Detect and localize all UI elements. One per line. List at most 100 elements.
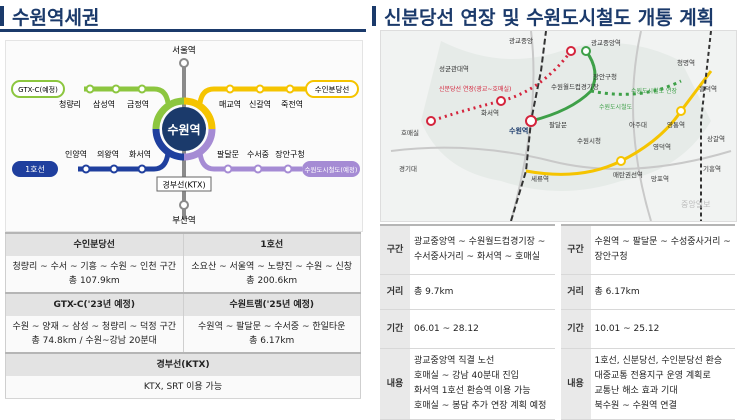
right-title: 신분당선 연장 및 수원도시철도 개통 계획 [384,7,715,29]
column-gap [554,348,561,420]
gtx-c-badge [11,80,65,98]
gyeongbu-label-box [156,176,212,192]
station-marker [566,46,576,56]
cell-line: 수원역 ~ 팔달문 ~ 수서중 ~ 한일타운 [198,322,346,332]
map-label-heungdeok: 흥덕역 [699,84,717,93]
table-row: 기간 06.01 ~ 28.12 기간 10.01 ~ 25.12 [380,309,735,349]
table-row: 거리 총 9.7km 거리 총 6.17km [380,274,735,310]
tram-badge [302,161,360,177]
right-rail [700,31,712,221]
map-label-paldal: 팔달문 [549,121,567,129]
suwon-rail-route [530,50,597,123]
station-dot [109,164,119,174]
station-marker [616,156,626,166]
station-dot [85,84,95,94]
map-label-homaesil: 호매실 [401,128,419,137]
row-key: 기간 [380,309,410,349]
gyeongbu-label: 경부선(KTX) [162,180,205,190]
row-value-suwon-rail: 10.01 ~ 25.12 [590,309,735,349]
extension-plan-map: 광교중앙 광교중앙역 성균관대역 신분당선 연장(광교~호매실) 호매실 화서역… [380,30,737,222]
station-dot [223,164,233,174]
station-dot [255,84,265,94]
row-key: 내용 [560,348,591,420]
header-accent [372,6,376,26]
station-dot [285,84,295,94]
station-dot-busan [179,200,189,210]
row-key: 내용 [380,348,410,420]
station-seoul: 서울역 [172,45,195,56]
station-label: 팔달문 [217,149,239,159]
table-header-row: 수인분당선 1호선 [5,232,361,256]
table-header-row: GTX-C('23년 예정) 수원트램('25년 예정) [5,292,361,316]
cell-line: 소요산 ~ 서울역 ~ 노량진 ~ 수원 ~ 신창 [191,262,353,272]
cell-line: 청량리 ~ 수서 ~ 기흥 ~ 수원 ~ 인천 구간 [12,262,177,272]
header-line1: 1호선 [182,232,361,256]
ring-gtx [152,97,185,130]
station-label: 의왕역 [97,149,119,159]
left-title: 수원역세권 [12,7,100,29]
station-marker [426,116,436,126]
station-label: 화서역 [129,149,151,159]
center-station-label: 수원역 [167,122,200,137]
map-label-ajou: 아주대 [629,120,647,129]
table-row: 내용 광교중앙역 직결 노선 호매실 ~ 강남 40분대 진입 화서역 1호선 … [380,348,735,420]
suwon-rail-extension-route [590,79,682,96]
content-line: 북수원 ~ 수원역 연결 [594,401,677,411]
road [632,31,652,221]
map-label-maetan: 매탄권선역 [613,170,643,179]
cell-tram: 수원역 ~ 팔달문 ~ 수서중 ~ 한일타운 총 6.17km [182,316,361,354]
content-line: 호매실 ~ 봉담 추가 연장 계획 예정 [414,401,547,411]
column-gap [554,225,561,275]
station-dot [137,164,147,174]
header-gyeongbu: 경부선(KTX) [5,352,361,376]
urban-area [421,41,711,191]
left-info-table: 수인분당선 1호선 청량리 ~ 수서 ~ 기흥 ~ 수원 ~ 인천 구간 총 10… [5,232,361,399]
cell-gtx-c: 수원 ~ 양재 ~ 삼성 ~ 청량리 ~ 덕정 구간 총 74.8km / 수원~… [5,316,184,354]
line1-line [78,152,171,172]
header-gtx-c: GTX-C('23년 예정) [5,292,184,316]
station-dot [111,84,121,94]
left-header: 수원역세권 [0,0,366,32]
station-marker [676,106,686,116]
line1-badge [12,161,58,177]
map-label-gyeonggi-univ: 경기대 [399,164,417,173]
suin-bundang-badge [305,80,359,98]
station-marker [496,96,506,106]
table-row: 청량리 ~ 수서 ~ 기흥 ~ 수원 ~ 인천 구간 총 107.9km 소요산 … [5,256,361,294]
line1-label: 1호선 [25,165,45,174]
station-label: 죽전역 [281,99,303,109]
column-gap [554,309,561,349]
center-station-circle [162,107,206,151]
header-tram: 수원트램('25년 예정) [182,292,361,316]
station-label: 신갈역 [249,99,271,109]
map-label-yeongdeok: 영덕역 [653,142,671,151]
map-label-yeongtong: 영통역 [667,120,685,129]
cell-suin-bundang: 청량리 ~ 수서 ~ 기흥 ~ 수원 ~ 인천 구간 총 107.9km [5,256,184,294]
tram-line [197,152,302,172]
map-label-gwanggyo-jungang: 광교중앙 [509,37,533,45]
gtx-c-line [84,86,171,104]
left-panel: 수원역세권 수원역 서울역 부산역 [0,0,366,410]
station-dot [81,164,91,174]
row-key: 거리 [560,274,591,310]
cell-line: 총 74.8km / 수원~강남 20분대 [31,336,157,346]
row-key: 기간 [560,309,591,349]
station-label: 장안구청 [275,149,304,159]
suin-bundang-label: 수인분당선 [315,84,350,94]
row-value-sinbundang: 총 9.7km [410,274,555,310]
row-value-suwon-rail: 수원역 ~ 팔달문 ~ 수성중사거리 ~ 장안구청 [590,224,735,275]
station-dot [253,164,263,174]
ring-tram [183,128,216,161]
station-label: 금정역 [127,99,149,109]
row-value-sinbundang: 06.01 ~ 28.12 [410,309,555,349]
station-label: 매교역 [219,99,241,109]
right-info-table: 구간 광교중앙역 ~ 수원월드컵경기장 ~ 수서중사거리 ~ 화서역 ~ 호매실… [380,224,735,420]
map-label-mangpo: 망포역 [651,174,669,183]
row-value-sinbundang: 광교중앙역 ~ 수원월드컵경기장 ~ 수서중사거리 ~ 화서역 ~ 호매실 [410,224,555,275]
station-label: 삼성역 [93,99,115,109]
header-underline [0,29,366,32]
map-label-suwon-station: 수원역 [509,126,528,135]
station-dot [225,84,235,94]
header-accent [0,6,4,26]
road [390,146,732,170]
